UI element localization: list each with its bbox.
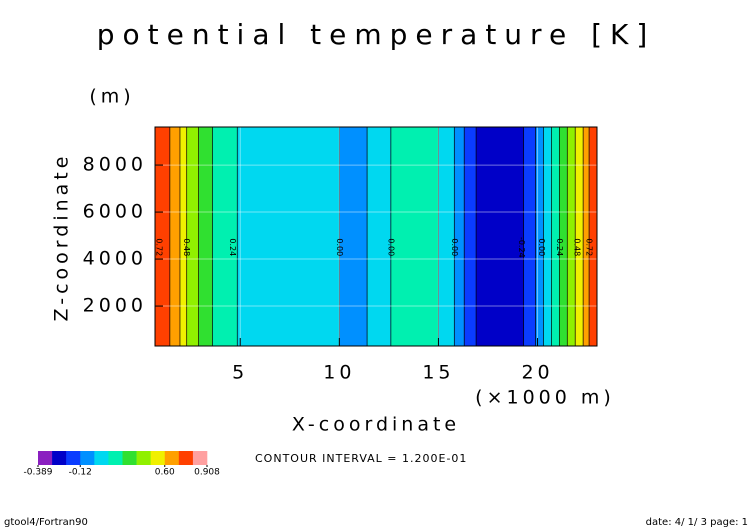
contour-band — [523, 127, 537, 346]
plot-frame — [154, 126, 598, 347]
colorbar-cell — [66, 451, 81, 465]
contour-band — [438, 127, 455, 346]
contour-label: -0.24 — [517, 237, 526, 258]
y-axis-label: Z-coordinate — [51, 153, 73, 322]
contour-band — [543, 127, 552, 346]
contour-band — [198, 127, 213, 346]
contour-band — [535, 127, 544, 346]
y-tick-label: 6000 — [83, 201, 147, 223]
contour-band — [589, 127, 598, 346]
y-tick-label: 8000 — [83, 154, 147, 176]
x-unit: (×1000 m) — [475, 387, 615, 409]
x-tick-label: 15 — [422, 362, 454, 384]
contour-label: 0.00 — [335, 238, 344, 256]
contour-band — [476, 127, 525, 346]
contour-band — [551, 127, 560, 346]
contour-band — [169, 127, 181, 346]
contour-band — [390, 127, 439, 346]
contour-band — [212, 127, 238, 346]
colorbar-tick-label: 0.908 — [194, 468, 220, 478]
colorbar-cell — [122, 451, 137, 465]
colorbar-cell — [108, 451, 123, 465]
contour-label: 0.72 — [585, 238, 594, 256]
contour-band — [155, 127, 171, 346]
colorbar-cell — [178, 451, 194, 465]
y-tick-label: 2000 — [83, 295, 147, 317]
contour-label: 0.00 — [537, 238, 546, 256]
x-tick-label: 20 — [521, 362, 553, 384]
footer-right: date: 4/ 1/ 3 page: 1 — [646, 517, 748, 528]
colorbar-cell — [150, 451, 166, 465]
contour-label: 0.48 — [573, 238, 582, 256]
colorbar-cell — [192, 451, 208, 465]
contour-band — [237, 127, 340, 346]
contour-label: 0.24 — [555, 238, 564, 256]
colorbar-tick-label: 0.60 — [155, 468, 175, 478]
contour-interval: CONTOUR INTERVAL = 1.200E-01 — [255, 452, 467, 465]
footer-left: gtool4/Fortran90 — [4, 517, 88, 528]
contour-band — [454, 127, 465, 346]
contour-label: 0.00 — [450, 238, 459, 256]
contour-band — [339, 127, 368, 346]
y-unit: (m) — [89, 86, 134, 108]
x-tick-label: 10 — [323, 362, 355, 384]
chart-title: potential temperature [K] — [97, 18, 656, 51]
colorbar-cell — [38, 451, 53, 465]
contour-band — [367, 127, 392, 346]
x-tick-label: 5 — [232, 362, 248, 384]
contour-band — [179, 127, 188, 346]
contour-band — [186, 127, 200, 346]
contour-band — [464, 127, 477, 346]
contour-label: 0.72 — [154, 238, 163, 256]
contour-band — [575, 127, 584, 346]
contour-band — [583, 127, 590, 346]
colorbar-cell — [164, 451, 180, 465]
colorbar-cell — [52, 451, 67, 465]
contour-band — [559, 127, 568, 346]
contour-label: 0.48 — [182, 238, 191, 256]
x-axis-label: X-coordinate — [292, 414, 460, 436]
contour-label: 0.24 — [228, 238, 237, 256]
colorbar-cell — [94, 451, 109, 465]
colorbar-tick-label: -0.389 — [23, 468, 52, 478]
contour-label: 0.00 — [386, 238, 395, 256]
contour-band — [567, 127, 576, 346]
y-tick-label: 4000 — [83, 248, 147, 270]
colorbar-tick-label: -0.12 — [69, 468, 92, 478]
colorbar-cell — [80, 451, 95, 465]
colorbar-cell — [136, 451, 151, 465]
